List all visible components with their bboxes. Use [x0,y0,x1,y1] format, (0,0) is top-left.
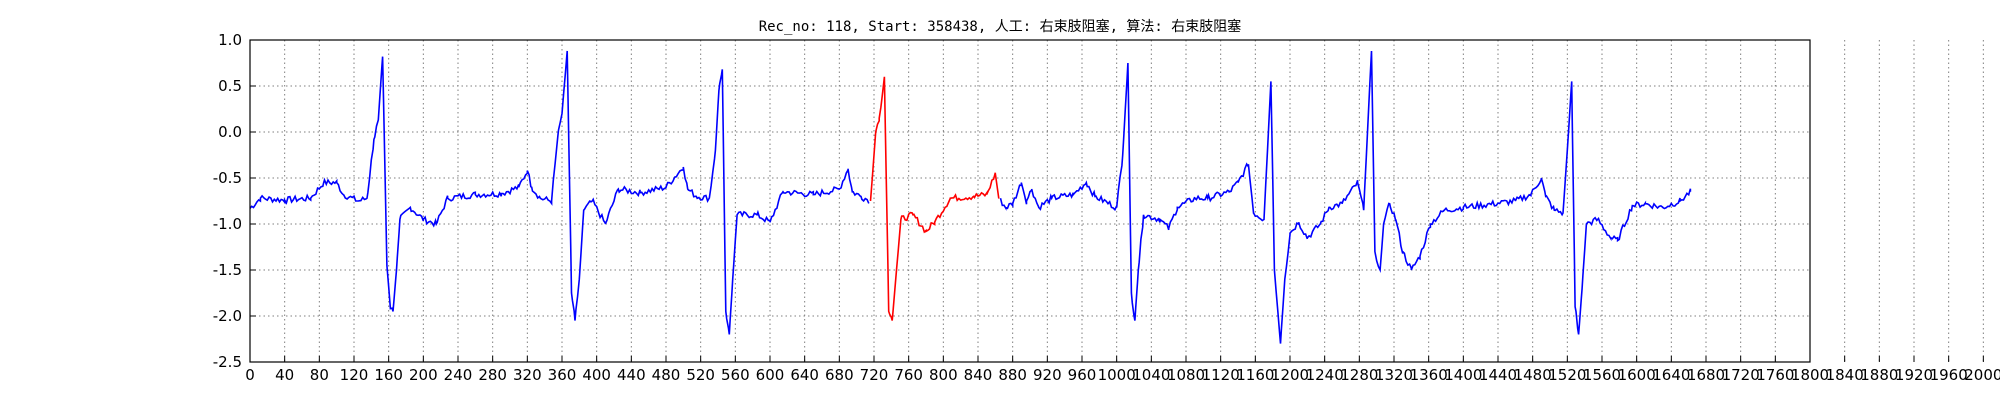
x-tick-label: 240 [444,366,473,384]
x-tick-label: 1240 [1306,366,1344,384]
x-tick-label: 560 [721,366,750,384]
x-tick-label: 1800 [1791,366,1829,384]
x-tick-label: 440 [617,366,646,384]
plot-frame [249,39,1811,363]
ecg-trace-before [249,50,870,335]
x-tick-label: 1520 [1548,366,1586,384]
chart-title: Rec_no: 118, Start: 358438, 人工: 右束肢阻塞, 算… [758,19,1242,35]
x-tick-label: 360 [548,366,577,384]
grid-lines [250,40,1984,362]
y-tick-label: 0.5 [218,77,242,95]
x-tick-label: 720 [860,366,889,384]
axis-ticks: 1.0 0.5 0.0 -0.5 -1.0 -1.5 -2.0 -2.50 40 80 120 160… [213,31,2000,384]
x-tick-label: 0 [245,366,255,384]
x-tick-label: 200 [409,366,438,384]
x-tick-label: 1840 [1826,366,1864,384]
x-tick-label: 1040 [1132,366,1170,384]
x-tick-label: 520 [686,366,715,384]
x-tick-label: 1320 [1375,366,1413,384]
y-tick-label: 1.0 [218,31,242,49]
x-tick-label: 1920 [1895,366,1933,384]
x-tick-label: 1400 [1444,366,1482,384]
x-tick-label: 1280 [1340,366,1378,384]
x-tick-label: 2000 [1964,366,2000,384]
x-tick-label: 280 [478,366,507,384]
y-tick-label: 0.0 [218,123,242,141]
x-tick-label: 1160 [1236,366,1274,384]
x-tick-label: 1960 [1930,366,1968,384]
y-tick-label: -0.5 [213,169,242,187]
x-tick-label: 640 [790,366,819,384]
y-tick-label: -2.5 [213,353,242,371]
x-tick-label: 1680 [1687,366,1725,384]
x-tick-label: 1200 [1271,366,1309,384]
x-tick-label: 880 [998,366,1027,384]
x-tick-label: 2040 [1999,366,2000,384]
x-tick-label: 1880 [1860,366,1898,384]
x-tick-label: 1440 [1479,366,1517,384]
y-tick-label: -1.0 [213,215,242,233]
x-tick-label: 40 [275,366,294,384]
x-tick-label: 1120 [1202,366,1240,384]
x-tick-label: 80 [310,366,329,384]
ecg-trace [249,50,1692,344]
x-tick-label: 1760 [1756,366,1794,384]
ecg-trace-after [999,50,1692,344]
x-tick-label: 920 [1033,366,1062,384]
x-tick-label: 1720 [1722,366,1760,384]
x-tick-label: 1360 [1410,366,1448,384]
y-tick-label: -1.5 [213,261,242,279]
x-tick-label: 1080 [1167,366,1205,384]
x-tick-label: 760 [894,366,923,384]
x-tick-label: 480 [652,366,681,384]
x-tick-label: 320 [513,366,542,384]
x-tick-label: 160 [374,366,403,384]
x-tick-label: 1000 [1098,366,1136,384]
x-tick-label: 800 [929,366,958,384]
ecg-trace-highlighted [869,76,1000,321]
x-tick-label: 400 [582,366,611,384]
y-tick-label: -2.0 [213,307,242,325]
x-tick-label: 1640 [1652,366,1690,384]
x-tick-label: 120 [340,366,369,384]
x-tick-label: 1480 [1514,366,1552,384]
x-tick-label: 680 [825,366,854,384]
x-tick-label: 600 [756,366,785,384]
x-tick-label: 1560 [1583,366,1621,384]
x-tick-label: 1600 [1618,366,1656,384]
x-tick-label: 840 [964,366,993,384]
x-tick-label: 960 [1068,366,1097,384]
